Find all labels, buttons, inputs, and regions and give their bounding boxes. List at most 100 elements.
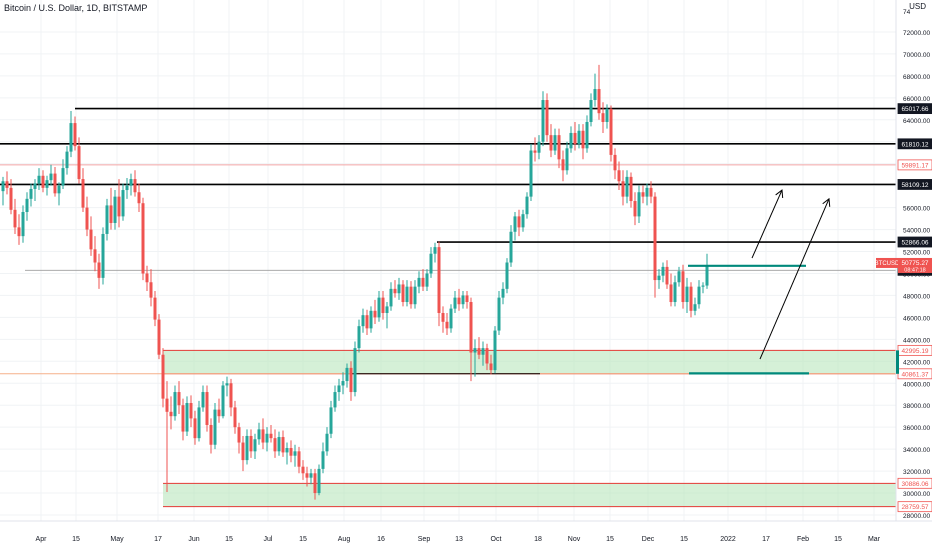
candle-body[interactable] bbox=[429, 253, 433, 274]
candle-body[interactable] bbox=[457, 297, 461, 305]
candle-body[interactable] bbox=[285, 448, 289, 453]
candle-body[interactable] bbox=[41, 175, 45, 188]
candle-body[interactable] bbox=[353, 348, 357, 393]
candle-body[interactable] bbox=[241, 442, 245, 461]
candle-body[interactable] bbox=[245, 435, 249, 461]
candle-body[interactable] bbox=[109, 205, 113, 223]
candle-body[interactable] bbox=[161, 354, 165, 399]
candle-body[interactable] bbox=[85, 207, 89, 230]
candle-body[interactable] bbox=[373, 310, 377, 318]
candle-body[interactable] bbox=[633, 201, 637, 217]
candle-body[interactable] bbox=[609, 108, 613, 155]
candle-body[interactable] bbox=[621, 181, 625, 197]
candle-body[interactable] bbox=[589, 100, 593, 122]
candle-body[interactable] bbox=[705, 264, 709, 286]
candle-body[interactable] bbox=[341, 381, 345, 386]
candle-body[interactable] bbox=[529, 150, 533, 197]
candle-body[interactable] bbox=[569, 132, 573, 149]
candle-body[interactable] bbox=[205, 392, 209, 425]
candle-body[interactable] bbox=[381, 297, 385, 313]
candle-body[interactable] bbox=[505, 262, 509, 289]
candle-body[interactable] bbox=[425, 273, 429, 287]
candle-body[interactable] bbox=[493, 330, 497, 371]
candle-body[interactable] bbox=[197, 407, 201, 439]
candle-body[interactable] bbox=[545, 100, 549, 136]
candle-body[interactable] bbox=[149, 282, 153, 298]
candle-body[interactable] bbox=[305, 473, 309, 478]
candle-body[interactable] bbox=[585, 121, 589, 149]
candle-body[interactable] bbox=[673, 282, 677, 303]
candle-body[interactable] bbox=[9, 187, 13, 210]
candle-body[interactable] bbox=[137, 192, 141, 204]
candle-body[interactable] bbox=[437, 247, 441, 313]
candle-body[interactable] bbox=[233, 407, 237, 428]
candle-body[interactable] bbox=[645, 187, 649, 197]
candle-body[interactable] bbox=[405, 286, 409, 303]
candle-body[interactable] bbox=[221, 385, 225, 417]
candle-body[interactable] bbox=[573, 132, 577, 144]
candle-body[interactable] bbox=[157, 319, 161, 355]
candle-body[interactable] bbox=[121, 190, 125, 217]
candle-body[interactable] bbox=[533, 150, 537, 153]
candle-body[interactable] bbox=[61, 168, 65, 186]
candle-body[interactable] bbox=[481, 348, 485, 355]
candle-body[interactable] bbox=[413, 286, 417, 305]
candle-body[interactable] bbox=[225, 383, 229, 386]
candle-body[interactable] bbox=[581, 130, 585, 149]
candle-body[interactable] bbox=[501, 288, 505, 298]
candle-body[interactable] bbox=[537, 141, 541, 153]
candle-body[interactable] bbox=[461, 295, 465, 305]
candle-body[interactable] bbox=[485, 348, 489, 364]
candle-body[interactable] bbox=[497, 297, 501, 331]
candle-body[interactable] bbox=[33, 183, 37, 189]
candle-body[interactable] bbox=[557, 135, 561, 160]
candle-body[interactable] bbox=[25, 198, 29, 212]
candle-body[interactable] bbox=[89, 229, 93, 250]
candle-body[interactable] bbox=[209, 424, 213, 445]
candle-body[interactable] bbox=[661, 266, 665, 276]
candle-body[interactable] bbox=[281, 437, 285, 453]
candle-body[interactable] bbox=[269, 433, 273, 439]
candle-body[interactable] bbox=[293, 451, 297, 456]
candle-body[interactable] bbox=[681, 271, 685, 303]
candle-body[interactable] bbox=[21, 212, 25, 237]
candle-body[interactable] bbox=[273, 438, 277, 452]
candle-body[interactable] bbox=[101, 233, 105, 278]
candle-body[interactable] bbox=[125, 185, 129, 191]
candle-body[interactable] bbox=[441, 313, 445, 322]
candle-body[interactable] bbox=[417, 277, 421, 287]
candle-body[interactable] bbox=[649, 187, 653, 197]
candle-body[interactable] bbox=[393, 288, 397, 294]
candle-body[interactable] bbox=[577, 130, 581, 144]
candle-body[interactable] bbox=[189, 403, 193, 419]
candle-body[interactable] bbox=[173, 392, 177, 417]
candle-body[interactable] bbox=[685, 286, 689, 303]
candle-body[interactable] bbox=[385, 306, 389, 313]
candle-body[interactable] bbox=[97, 262, 101, 278]
candle-body[interactable] bbox=[133, 179, 137, 193]
candle-body[interactable] bbox=[193, 418, 197, 439]
candle-body[interactable] bbox=[181, 405, 185, 432]
candle-body[interactable] bbox=[489, 363, 493, 371]
candle-body[interactable] bbox=[145, 273, 149, 283]
candle-body[interactable] bbox=[613, 154, 617, 171]
candle-body[interactable] bbox=[597, 89, 601, 114]
candle-body[interactable] bbox=[357, 326, 361, 349]
candle-body[interactable] bbox=[113, 196, 117, 223]
candle-body[interactable] bbox=[73, 123, 77, 147]
candle-body[interactable] bbox=[561, 159, 565, 171]
candle-body[interactable] bbox=[5, 181, 9, 188]
candle-body[interactable] bbox=[657, 275, 661, 281]
candle-body[interactable] bbox=[37, 175, 41, 184]
candle-body[interactable] bbox=[153, 297, 157, 320]
candle-body[interactable] bbox=[49, 173, 53, 181]
candle-body[interactable] bbox=[301, 466, 305, 474]
candle-body[interactable] bbox=[297, 451, 301, 467]
candle-body[interactable] bbox=[601, 113, 605, 122]
candle-body[interactable] bbox=[361, 315, 365, 327]
candle-body[interactable] bbox=[349, 367, 353, 393]
candle-body[interactable] bbox=[329, 407, 333, 434]
candle-body[interactable] bbox=[29, 188, 33, 199]
candle-body[interactable] bbox=[445, 321, 449, 329]
